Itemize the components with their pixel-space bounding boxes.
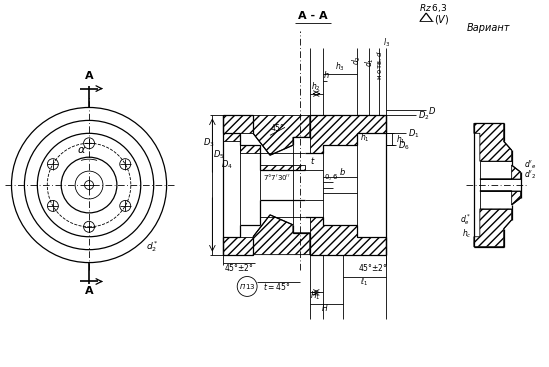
Text: $h_3$: $h_3$ (335, 61, 345, 73)
Text: Вариант: Вариант (467, 23, 511, 33)
Text: $D$: $D$ (428, 105, 436, 116)
Text: н отв. $d$: н отв. $d$ (375, 50, 384, 80)
Text: $45°±2°$: $45°±2°$ (224, 262, 254, 273)
Polygon shape (474, 123, 512, 161)
Polygon shape (223, 133, 305, 170)
Polygon shape (474, 209, 512, 247)
Text: $\alpha$: $\alpha$ (77, 145, 86, 155)
Text: A - A: A - A (298, 11, 328, 21)
Text: $D_6$: $D_6$ (398, 139, 410, 152)
Text: A: A (85, 70, 93, 81)
Text: $(V)$: $(V)$ (434, 14, 450, 26)
Polygon shape (480, 165, 520, 179)
Polygon shape (223, 116, 253, 133)
Text: $h_2$: $h_2$ (311, 81, 321, 93)
Text: $d'_2$: $d'_2$ (524, 168, 536, 181)
Text: $h_1$: $h_1$ (396, 133, 406, 146)
Text: $П\,13$: $П\,13$ (239, 282, 255, 291)
Text: $45°$: $45°$ (270, 122, 284, 133)
Text: $D_2$: $D_2$ (418, 109, 430, 122)
Text: $d_2$: $d_2$ (350, 55, 363, 65)
Text: $H_1$: $H_1$ (311, 290, 321, 302)
Text: $t$: $t$ (310, 155, 316, 166)
Text: $45°±2°$: $45°±2°$ (357, 262, 388, 273)
Text: $d_2^*$: $d_2^*$ (145, 239, 158, 254)
Text: $d'_e$: $d'_e$ (524, 158, 536, 171)
Text: $\ell_1$: $\ell_1$ (360, 276, 368, 288)
Text: $7°7'30''$: $7°7'30''$ (263, 172, 291, 182)
Polygon shape (253, 215, 310, 255)
Polygon shape (223, 237, 253, 255)
Text: $Rz\,6{,}3$: $Rz\,6{,}3$ (419, 2, 447, 14)
Polygon shape (480, 191, 520, 205)
Text: $h_1$: $h_1$ (360, 131, 369, 144)
Text: $l_3$: $l_3$ (383, 37, 390, 49)
Polygon shape (310, 217, 386, 255)
Text: $D_4$: $D_4$ (221, 158, 233, 171)
Polygon shape (253, 116, 310, 155)
Text: $D_1$: $D_1$ (408, 127, 420, 139)
Text: $d_1$: $d_1$ (363, 58, 376, 67)
Text: $D_5$: $D_5$ (212, 148, 224, 161)
Text: $b$: $b$ (339, 166, 346, 177)
Text: $0,6$: $0,6$ (324, 172, 338, 182)
Text: $t = 45°$: $t = 45°$ (264, 281, 290, 292)
Text: $D_3$: $D_3$ (204, 136, 215, 149)
Text: A: A (85, 286, 93, 297)
Text: $h_c$: $h_c$ (462, 228, 472, 240)
Text: $H$: $H$ (321, 302, 328, 313)
Text: $h$: $h$ (323, 69, 330, 80)
Polygon shape (310, 116, 386, 153)
Text: $d^*_e$: $d^*_e$ (460, 212, 471, 227)
